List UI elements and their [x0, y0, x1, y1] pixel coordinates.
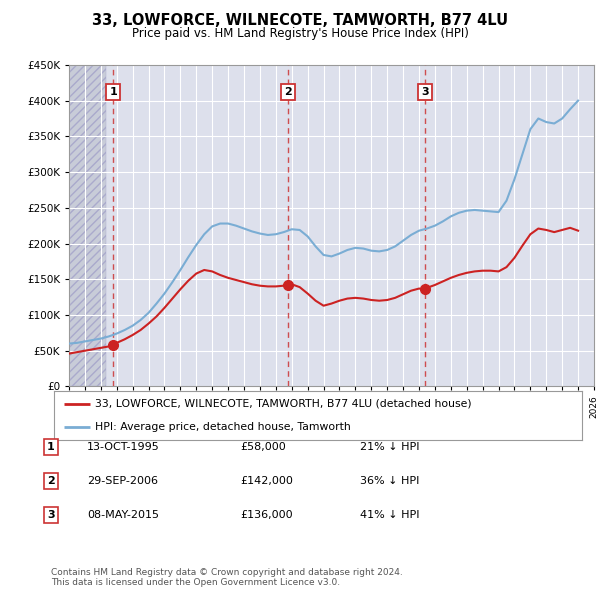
Text: £136,000: £136,000	[240, 510, 293, 520]
Bar	[69, 65, 106, 386]
Text: 13-OCT-1995: 13-OCT-1995	[87, 442, 160, 451]
Text: HPI: Average price, detached house, Tamworth: HPI: Average price, detached house, Tamw…	[95, 422, 351, 432]
Text: 21% ↓ HPI: 21% ↓ HPI	[360, 442, 419, 451]
Text: 29-SEP-2006: 29-SEP-2006	[87, 476, 158, 486]
Text: 2: 2	[47, 476, 55, 486]
Text: 33, LOWFORCE, WILNECOTE, TAMWORTH, B77 4LU: 33, LOWFORCE, WILNECOTE, TAMWORTH, B77 4…	[92, 13, 508, 28]
Text: 33, LOWFORCE, WILNECOTE, TAMWORTH, B77 4LU (detached house): 33, LOWFORCE, WILNECOTE, TAMWORTH, B77 4…	[95, 399, 472, 409]
Text: Price paid vs. HM Land Registry's House Price Index (HPI): Price paid vs. HM Land Registry's House …	[131, 27, 469, 40]
Text: 1: 1	[47, 442, 55, 451]
Text: £58,000: £58,000	[240, 442, 286, 451]
Text: £142,000: £142,000	[240, 476, 293, 486]
Text: 08-MAY-2015: 08-MAY-2015	[87, 510, 159, 520]
Text: 3: 3	[421, 87, 428, 97]
Text: 41% ↓ HPI: 41% ↓ HPI	[360, 510, 419, 520]
Text: 36% ↓ HPI: 36% ↓ HPI	[360, 476, 419, 486]
Text: 2: 2	[284, 87, 292, 97]
Text: 1: 1	[110, 87, 117, 97]
Text: 3: 3	[47, 510, 55, 520]
Text: Contains HM Land Registry data © Crown copyright and database right 2024.
This d: Contains HM Land Registry data © Crown c…	[51, 568, 403, 587]
